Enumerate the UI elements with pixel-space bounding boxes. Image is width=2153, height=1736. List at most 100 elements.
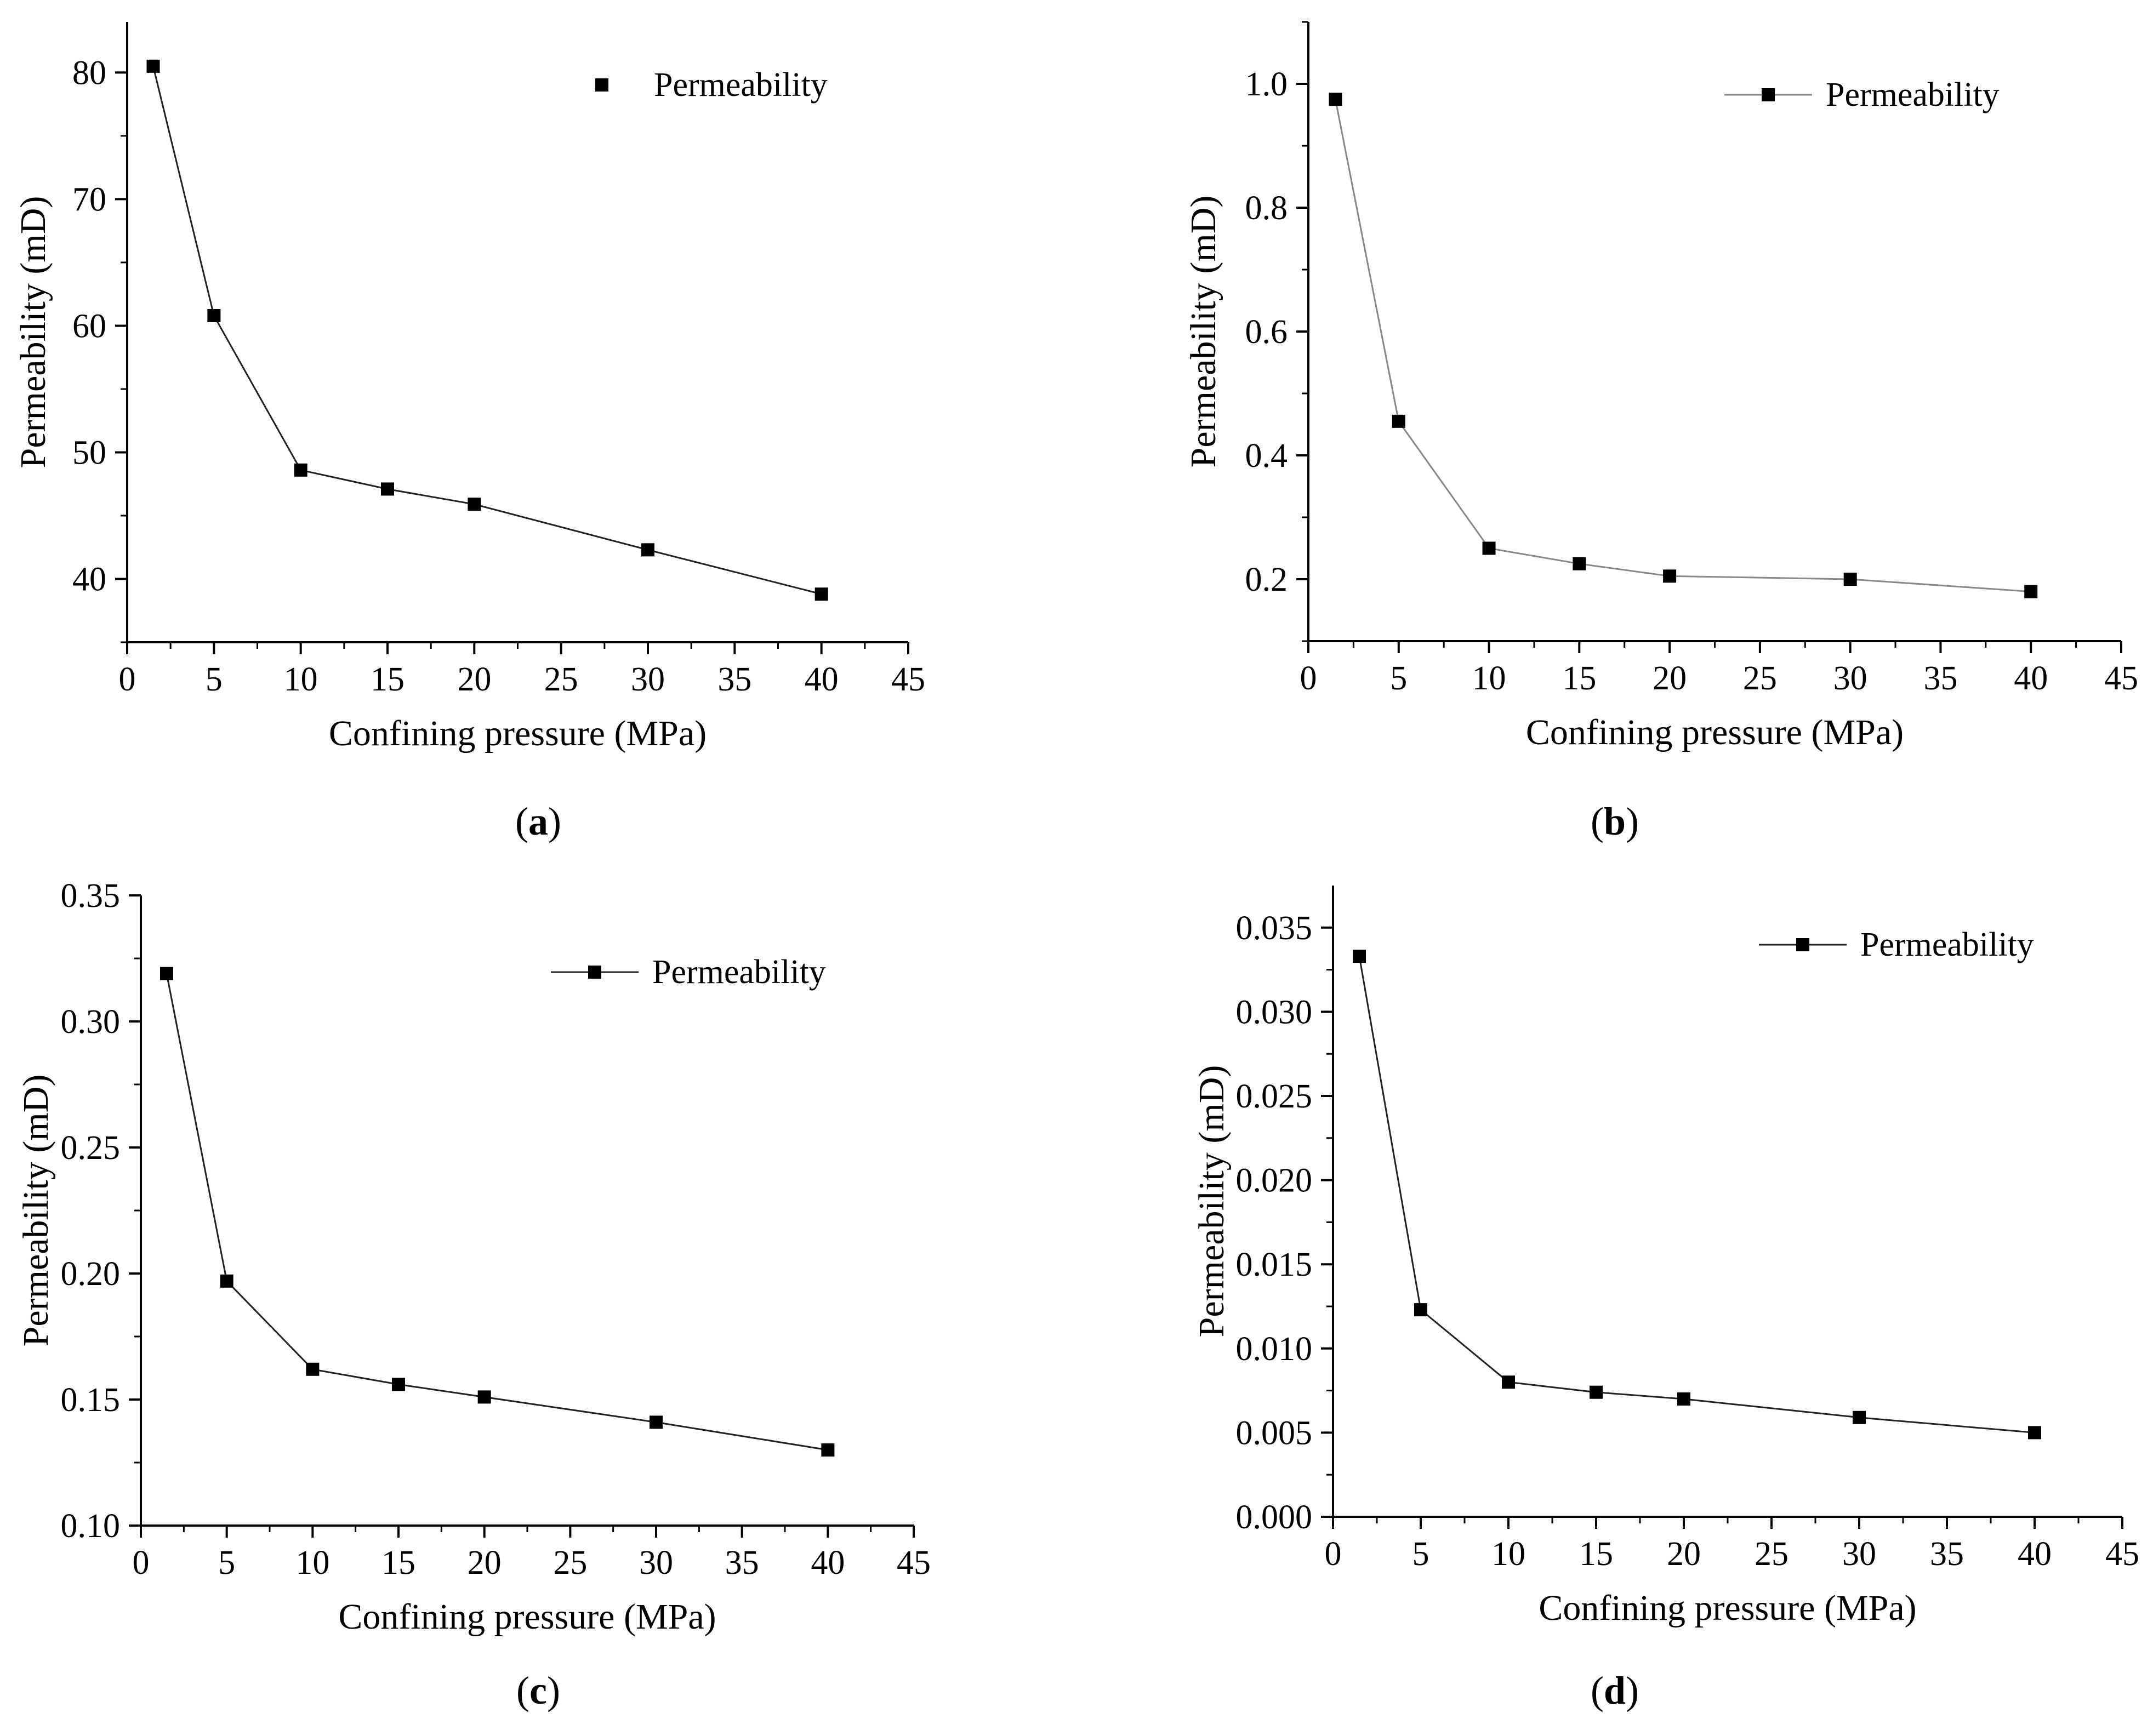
x-tick-label: 40 [2018, 1535, 2052, 1573]
y-tick-label: 0.010 [1236, 1330, 1313, 1368]
data-point [2024, 585, 2038, 598]
x-tick-label: 20 [1667, 1535, 1701, 1573]
legend-label: Permeability [652, 953, 826, 991]
data-point [821, 1443, 835, 1457]
y-tick-label: 0.4 [1245, 437, 1288, 475]
series-line [1334, 99, 2031, 593]
y-axis-title: Permeability (mD) [1192, 1065, 1232, 1338]
legend-marker [1762, 88, 1775, 101]
y-tick-label: 0.020 [1236, 1162, 1313, 1200]
x-tick-label: 45 [891, 661, 925, 698]
x-axis-title: Confining pressure (MPa) [1526, 712, 1904, 752]
data-point [294, 463, 307, 477]
legend-label: Permeability [1860, 926, 2034, 963]
y-axis-title: Permeability (mD) [1183, 196, 1223, 468]
data-point [160, 967, 173, 980]
data-point [468, 498, 481, 511]
caption-a: (a) [515, 800, 561, 843]
y-tick-label: 0.8 [1245, 190, 1288, 227]
y-tick-label: 0.35 [61, 877, 121, 915]
series-line [166, 973, 828, 1451]
data-point [1329, 93, 1342, 106]
y-axis-title: Permeability (mD) [13, 196, 53, 469]
x-tick-label: 0 [119, 661, 136, 698]
chart-c: 0 5 10 15 20 25 30 35 40 45 0.10 0.15 0.20 0.25 0.30 0.… [16, 877, 931, 1637]
data-point [1414, 1303, 1427, 1317]
data-point [815, 587, 828, 601]
x-tick-label: 20 [1653, 660, 1687, 697]
legend-marker [595, 78, 608, 92]
data-point [306, 1362, 320, 1376]
x-tick-label: 0 [1325, 1535, 1342, 1573]
x-tick-label: 5 [218, 1544, 235, 1581]
y-tick-label: 0.10 [61, 1507, 121, 1545]
x-tick-label: 30 [631, 661, 665, 698]
x-tick-label: 0 [133, 1544, 150, 1581]
chart-panel-c: 0 5 10 15 20 25 30 35 40 45 0.10 0.15 0.20 0.25 0.30 0.… [0, 868, 1076, 1736]
x-tick-label: 15 [381, 1544, 415, 1581]
x-tick-label: 30 [1833, 660, 1867, 697]
x-axis-title: Confining pressure (MPa) [329, 713, 707, 753]
data-point [1590, 1385, 1603, 1399]
legend-marker [1796, 938, 1809, 951]
x-tick-label: 25 [1755, 1535, 1789, 1573]
data-point [1353, 950, 1366, 963]
data-point [1392, 414, 1405, 428]
chart-panel-a: 0 5 10 15 20 25 30 35 40 45 40 50 60 70 80 Confining pr… [0, 0, 1076, 868]
data-point [1853, 1410, 1866, 1424]
x-tick-label: 5 [1390, 660, 1407, 697]
y-tick-label: 0.20 [61, 1255, 121, 1293]
x-tick-label: 10 [295, 1544, 329, 1581]
y-tick-label: 50 [72, 434, 106, 471]
x-tick-label: 0 [1300, 660, 1317, 697]
x-tick-label: 15 [1579, 1535, 1613, 1573]
y-tick-label: 1.0 [1245, 66, 1288, 103]
data-point [650, 1415, 663, 1429]
x-tick-label: 45 [2105, 1535, 2139, 1573]
x-axis-title: Confining pressure (MPa) [338, 1597, 716, 1637]
x-tick-label: 30 [639, 1544, 673, 1581]
x-tick-label: 10 [1472, 660, 1506, 697]
legend-label: Permeability [654, 66, 828, 104]
x-tick-label: 15 [371, 661, 405, 698]
y-tick-label: 0.2 [1245, 561, 1288, 598]
x-tick-label: 10 [1491, 1535, 1525, 1573]
x-tick-label: 35 [1930, 1535, 1964, 1573]
y-axis-title: Permeability (mD) [16, 1075, 56, 1347]
x-tick-label: 10 [284, 661, 318, 698]
y-tick-label: 0.15 [61, 1381, 121, 1419]
data-point [641, 543, 654, 557]
caption-b: (b) [1590, 800, 1639, 843]
x-tick-label: 5 [1412, 1535, 1429, 1573]
x-tick-label: 25 [544, 661, 578, 698]
y-tick-label: 0.015 [1236, 1246, 1313, 1283]
data-point [220, 1274, 233, 1288]
x-tick-label: 35 [725, 1544, 759, 1581]
data-point [477, 1390, 491, 1404]
x-tick-label: 25 [553, 1544, 587, 1581]
x-tick-label: 20 [468, 1544, 502, 1581]
data-point [1677, 1392, 1690, 1406]
y-tick-label: 0.000 [1236, 1499, 1313, 1536]
x-tick-label: 30 [1842, 1535, 1876, 1573]
y-tick-label: 80 [72, 54, 106, 92]
chart-panel-d: 0 5 10 15 20 25 30 35 40 45 0.000 0.005 0.010 0.015 0.… [1076, 868, 2153, 1736]
y-tick-label: 40 [72, 561, 106, 598]
y-tick-label: 0.005 [1236, 1414, 1313, 1452]
x-tick-label: 5 [206, 661, 223, 698]
x-tick-label: 40 [2014, 660, 2048, 697]
y-tick-label: 0.25 [61, 1129, 121, 1167]
y-tick-label: 0.030 [1236, 993, 1313, 1031]
caption-c: (c) [516, 1669, 560, 1712]
x-tick-label: 25 [1743, 660, 1777, 697]
caption-d: (d) [1590, 1669, 1639, 1712]
data-point [1482, 541, 1496, 555]
legend-marker [588, 966, 601, 979]
x-tick-label: 40 [805, 661, 839, 698]
data-point [146, 59, 160, 73]
y-tick-label: 0.035 [1236, 910, 1313, 947]
data-point [381, 482, 394, 496]
x-tick-label: 40 [811, 1544, 845, 1581]
x-tick-label: 35 [1923, 660, 1957, 697]
y-tick-label: 60 [72, 307, 106, 345]
